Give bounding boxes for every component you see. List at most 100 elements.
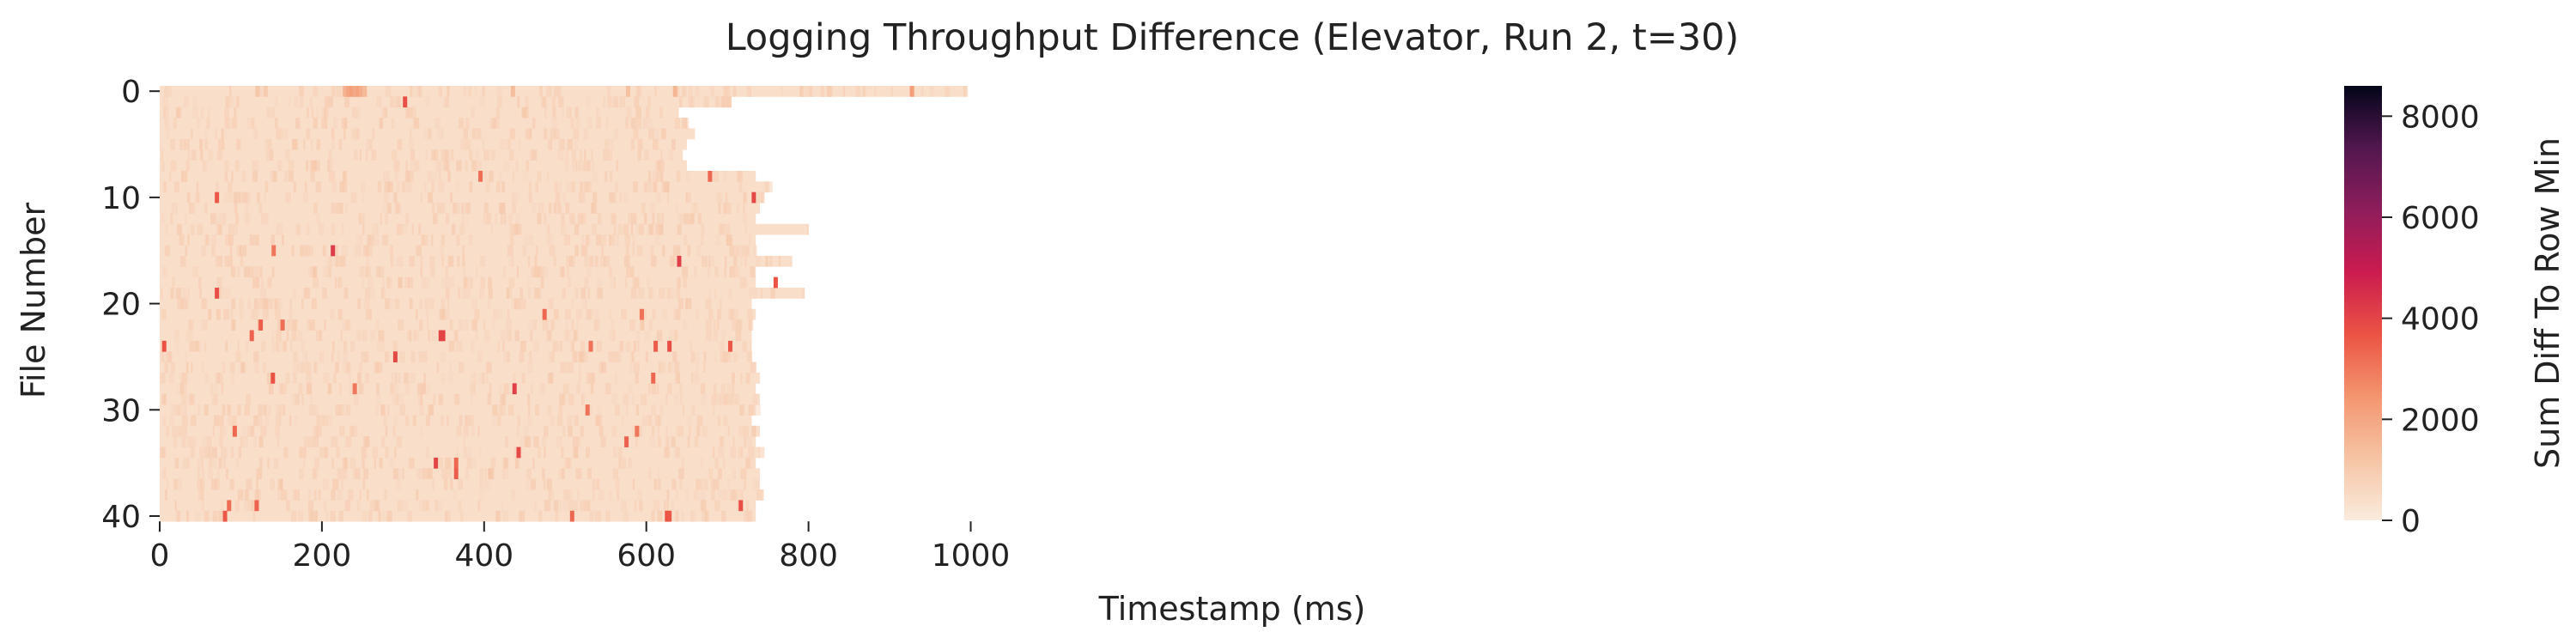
heatmap-cell xyxy=(544,213,547,225)
heatmap-cell xyxy=(177,298,183,310)
heatmap-cell xyxy=(586,468,592,480)
heatmap-hotspot xyxy=(254,500,259,512)
heatmap-cell xyxy=(721,510,726,522)
heatmap-cell xyxy=(686,298,692,310)
heatmap-cell xyxy=(221,138,225,150)
heatmap-cell xyxy=(725,351,732,363)
heatmap-cell xyxy=(416,245,422,257)
heatmap-cell xyxy=(874,86,877,97)
heatmap-cell xyxy=(809,86,813,97)
heatmap-cell xyxy=(380,213,383,225)
heatmap-cell xyxy=(166,128,170,140)
heatmap-cell xyxy=(703,478,708,490)
heatmap-cell xyxy=(345,319,351,331)
heatmap-cell xyxy=(293,288,296,299)
heatmap-cell xyxy=(517,96,520,108)
heatmap-cell xyxy=(234,203,238,214)
heatmap-cell xyxy=(197,457,203,469)
colorbar-gradient xyxy=(2344,86,2382,520)
heatmap-cell xyxy=(653,478,656,490)
heatmap-cell xyxy=(479,468,483,480)
heatmap-cell xyxy=(716,191,723,204)
heatmap-cell xyxy=(671,138,676,150)
heatmap-cell xyxy=(471,160,477,172)
heatmap-cell xyxy=(413,160,420,172)
heatmap-cell xyxy=(505,436,508,447)
heatmap-cell xyxy=(732,319,737,331)
heatmap-cell xyxy=(555,191,561,204)
heatmap-cell xyxy=(450,149,454,161)
heatmap-cell xyxy=(285,191,292,204)
heatmap-cell xyxy=(171,288,175,299)
heatmap-cell xyxy=(410,128,412,140)
heatmap-cell xyxy=(677,425,683,437)
heatmap-cell xyxy=(344,500,351,512)
heatmap-cell xyxy=(322,415,329,427)
heatmap-cell xyxy=(702,425,708,437)
heatmap-cell xyxy=(248,266,254,278)
heatmap-cell xyxy=(612,191,615,204)
heatmap-cell xyxy=(416,468,420,480)
heatmap-cell xyxy=(396,436,402,447)
heatmap-cell xyxy=(267,457,270,469)
heatmap-cell xyxy=(189,340,195,352)
heatmap-cell xyxy=(757,191,762,204)
heatmap-cell xyxy=(161,213,165,225)
heatmap-cell xyxy=(756,255,761,267)
heatmap-cell xyxy=(464,276,469,289)
heatmap-cell xyxy=(518,138,521,150)
heatmap-cell xyxy=(307,436,313,447)
heatmap-cell xyxy=(515,191,519,204)
heatmap-cell xyxy=(476,266,478,278)
heatmap-cell xyxy=(696,415,698,427)
heatmap-cell xyxy=(185,330,189,342)
heatmap-cell xyxy=(228,96,234,108)
heatmap-cell xyxy=(235,213,240,225)
heatmap-cell xyxy=(516,298,521,310)
heatmap-cell xyxy=(717,319,720,331)
heatmap-cell xyxy=(363,468,369,480)
heatmap-cell xyxy=(224,160,229,172)
heatmap-cell xyxy=(548,489,551,501)
heatmap-cell xyxy=(432,203,435,214)
heatmap-cell xyxy=(683,213,690,225)
heatmap-cell xyxy=(556,415,563,427)
heatmap-cell xyxy=(613,447,617,459)
heatmap-cell xyxy=(564,330,569,342)
heatmap-cell xyxy=(544,447,546,459)
heatmap-cell xyxy=(462,213,465,225)
heatmap-cell xyxy=(364,298,370,310)
heatmap-cell xyxy=(185,436,191,447)
heatmap-cell xyxy=(343,468,348,480)
heatmap-cell xyxy=(738,447,744,459)
heatmap-cell xyxy=(182,288,186,299)
heatmap-cell xyxy=(299,86,304,97)
heatmap-cell xyxy=(617,447,623,459)
heatmap-cell xyxy=(439,170,441,182)
heatmap-cell xyxy=(277,160,283,172)
heatmap-cell xyxy=(191,106,198,118)
heatmap-cell xyxy=(396,96,401,108)
heatmap-cell xyxy=(315,181,321,193)
heatmap-cell xyxy=(350,340,355,352)
heatmap-cell xyxy=(253,298,258,310)
heatmap-cell xyxy=(567,266,569,278)
heatmap-cell xyxy=(463,128,468,140)
heatmap-cell xyxy=(376,96,382,108)
heatmap-cell xyxy=(581,234,585,246)
heatmap-cell xyxy=(569,106,572,118)
heatmap-cell xyxy=(471,106,475,118)
heatmap-cell xyxy=(440,415,444,427)
heatmap-cell xyxy=(662,181,669,193)
heatmap-cell xyxy=(291,245,295,257)
heatmap-cell xyxy=(521,372,526,384)
heatmap-row-34 xyxy=(160,447,760,459)
heatmap-cell xyxy=(407,330,411,342)
heatmap-cell xyxy=(732,308,738,320)
heatmap-cell xyxy=(558,96,562,108)
heatmap-cell xyxy=(201,457,204,469)
heatmap-cell xyxy=(705,319,712,331)
heatmap-cell xyxy=(479,489,485,501)
